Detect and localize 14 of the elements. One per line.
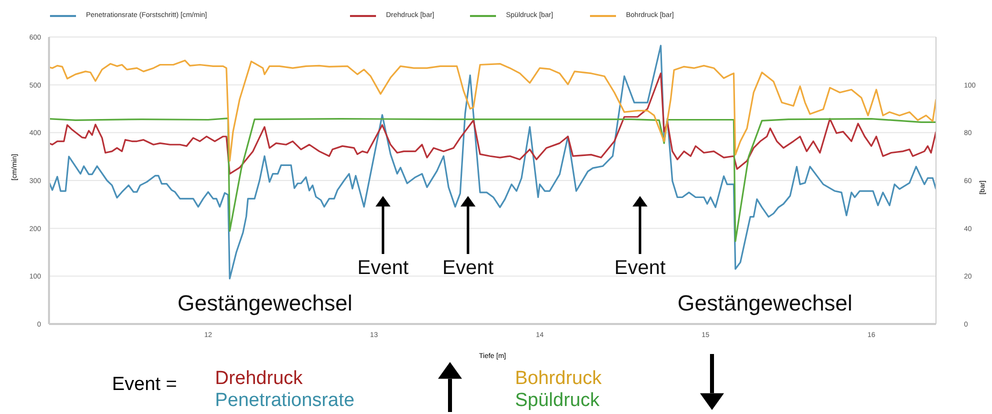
- text: Spüldruck: [515, 390, 600, 411]
- text: Bohrdruck: [515, 368, 602, 389]
- line-series: [49, 118, 936, 242]
- annotation: Gestängewechsel: [678, 290, 852, 316]
- line-series: [49, 60, 936, 162]
- text: Event =: [112, 374, 177, 395]
- text: Drehdruck: [215, 368, 304, 389]
- annotation: Event: [614, 257, 666, 279]
- line-series: [49, 44, 936, 280]
- annotation: Event: [357, 257, 410, 279]
- text: Penetrationsrate: [215, 390, 354, 411]
- annotation: Event: [442, 257, 494, 279]
- annotation: Gestängewechsel: [178, 290, 352, 316]
- line-series: [49, 72, 936, 175]
